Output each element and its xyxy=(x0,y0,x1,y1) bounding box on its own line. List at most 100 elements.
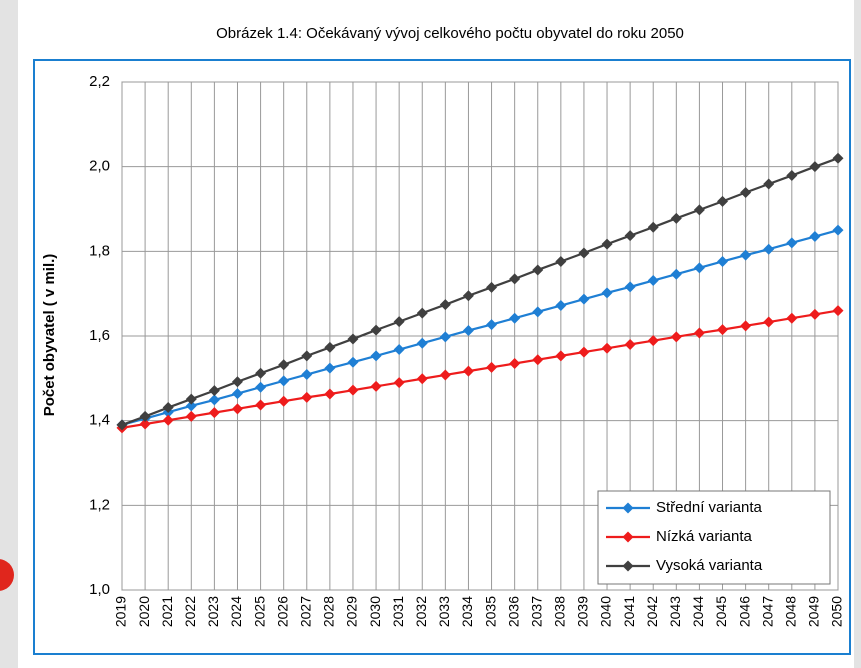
data-point xyxy=(393,344,405,356)
x-tick-label: 2045 xyxy=(713,596,729,627)
data-point xyxy=(370,350,382,362)
data-point xyxy=(509,312,521,324)
data-point xyxy=(693,262,705,274)
x-tick-label: 2044 xyxy=(690,596,706,627)
x-tick-label: 2032 xyxy=(413,596,429,627)
data-point xyxy=(462,290,474,302)
data-point xyxy=(162,414,174,426)
data-point xyxy=(416,337,428,349)
data-point xyxy=(439,299,451,311)
y-tick-label: 1,8 xyxy=(89,242,110,259)
data-point xyxy=(832,152,844,164)
data-point xyxy=(439,369,451,381)
data-point xyxy=(647,275,659,287)
x-tick-label: 2048 xyxy=(783,596,799,627)
data-point xyxy=(185,393,197,405)
y-tick-label: 2,2 xyxy=(89,73,110,90)
y-tick-label: 1,0 xyxy=(89,581,110,598)
data-point xyxy=(393,377,405,389)
x-tick-label: 2042 xyxy=(644,596,660,627)
data-point xyxy=(555,255,567,267)
data-point xyxy=(139,410,151,422)
data-point xyxy=(509,358,521,370)
x-tick-label: 2037 xyxy=(528,596,544,627)
data-point xyxy=(162,402,174,414)
x-tick-label: 2023 xyxy=(205,596,221,627)
x-tick-label: 2046 xyxy=(736,596,752,627)
data-point xyxy=(832,305,844,317)
data-point xyxy=(301,369,313,381)
x-tick-label: 2025 xyxy=(251,596,267,627)
badge xyxy=(0,559,14,591)
x-tick-label: 2031 xyxy=(390,596,406,627)
data-point xyxy=(231,376,243,388)
x-tick-label: 2039 xyxy=(575,596,591,627)
x-tick-label: 2043 xyxy=(667,596,683,627)
y-tick-label: 1,2 xyxy=(89,496,110,513)
data-point xyxy=(324,341,336,353)
y-tick-label: 1,6 xyxy=(89,327,110,344)
data-point xyxy=(185,410,197,422)
data-point xyxy=(255,381,267,393)
data-point xyxy=(301,350,313,362)
data-point xyxy=(693,204,705,216)
x-tick-label: 2022 xyxy=(182,596,198,627)
legend-marker xyxy=(622,560,634,572)
x-tick-label: 2038 xyxy=(552,596,568,627)
data-point xyxy=(647,221,659,233)
data-point xyxy=(231,403,243,415)
data-point xyxy=(670,331,682,343)
data-point xyxy=(208,407,220,419)
data-point xyxy=(740,249,752,261)
data-point xyxy=(324,362,336,374)
x-tick-label: 2029 xyxy=(344,596,360,627)
x-tick-label: 2033 xyxy=(436,596,452,627)
data-point xyxy=(763,316,775,328)
x-tick-label: 2030 xyxy=(367,596,383,627)
x-tick-label: 2036 xyxy=(505,596,521,627)
data-point xyxy=(670,212,682,224)
data-point xyxy=(208,394,220,406)
y-tick-label: 2,0 xyxy=(89,158,110,175)
data-point xyxy=(555,350,567,362)
x-tick-label: 2050 xyxy=(829,596,845,627)
data-point xyxy=(717,255,729,267)
data-point xyxy=(786,237,798,249)
data-point xyxy=(347,333,359,345)
x-tick-label: 2041 xyxy=(621,596,637,627)
data-point xyxy=(393,316,405,328)
data-point xyxy=(255,367,267,379)
data-point xyxy=(532,264,544,276)
data-point xyxy=(578,346,590,358)
data-point xyxy=(578,247,590,259)
data-point xyxy=(601,287,613,299)
x-tick-label: 2035 xyxy=(482,596,498,627)
data-point xyxy=(370,380,382,392)
data-point xyxy=(278,395,290,407)
data-point xyxy=(370,324,382,336)
data-point xyxy=(809,308,821,320)
data-point xyxy=(486,319,498,331)
data-point xyxy=(717,324,729,336)
x-tick-label: 2026 xyxy=(274,596,290,627)
data-point xyxy=(278,375,290,387)
legend-label: Nízká varianta xyxy=(656,528,753,545)
data-point xyxy=(624,230,636,242)
data-point xyxy=(532,306,544,318)
data-point xyxy=(486,361,498,373)
data-point xyxy=(624,338,636,350)
data-point xyxy=(555,300,567,312)
y-axis-label: Počet obyvatel ( v mil.) xyxy=(41,254,58,417)
x-tick-label: 2049 xyxy=(806,596,822,627)
data-point xyxy=(717,195,729,207)
data-point xyxy=(601,238,613,250)
x-tick-label: 2047 xyxy=(759,596,775,627)
data-point xyxy=(809,161,821,173)
data-point xyxy=(624,281,636,293)
x-tick-label: 2020 xyxy=(136,596,152,627)
x-tick-label: 2027 xyxy=(297,596,313,627)
data-point xyxy=(509,273,521,285)
data-point xyxy=(740,320,752,332)
data-point xyxy=(255,399,267,411)
